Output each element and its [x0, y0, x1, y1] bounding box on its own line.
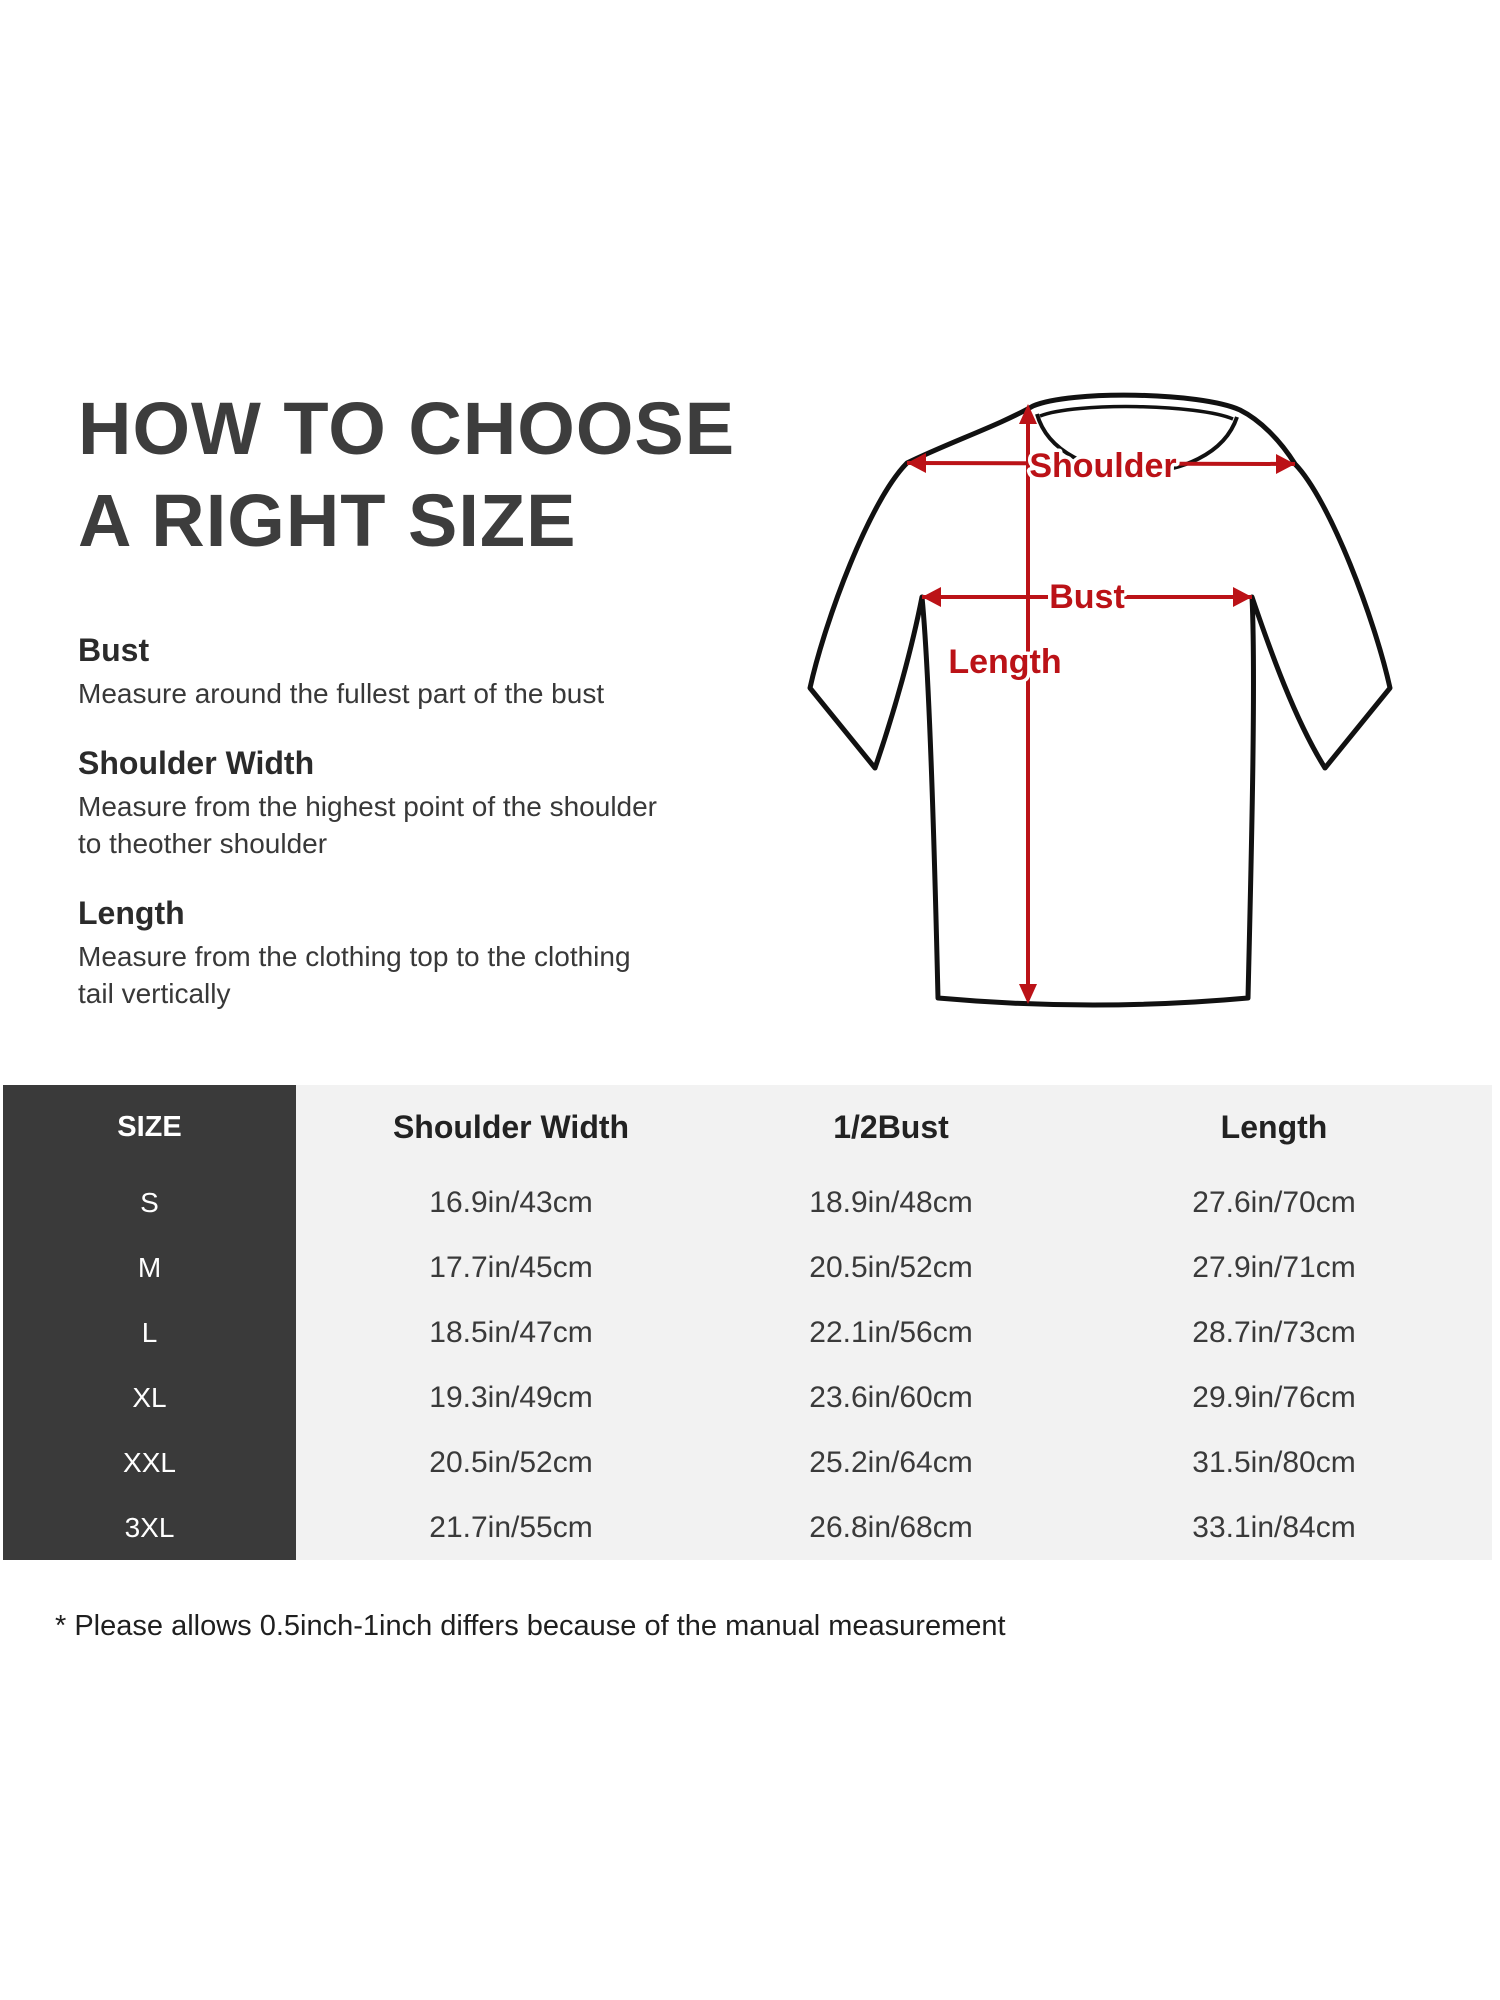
page-title: HOW TO CHOOSE A RIGHT SIZE	[78, 383, 735, 567]
length-value-l: 28.7in/73cm	[1192, 1315, 1356, 1349]
half-bust-value-m: 20.5in/52cm	[809, 1250, 973, 1284]
bust-measure-label: Bust	[1049, 578, 1125, 616]
guide-section-shoulder-width: Shoulder Width Measure from the highest …	[78, 743, 663, 862]
length-column-header: Length	[1220, 1109, 1328, 1145]
size-label-xxl: XXL	[3, 1430, 296, 1495]
size-label-3xl: 3XL	[3, 1495, 296, 1560]
shoulder-measure-line	[906, 461, 1296, 466]
bust-arrow-left-icon	[922, 587, 941, 607]
measuring-guide: Bust Measure around the fullest part of …	[78, 630, 663, 1043]
bust-description: Measure around the fullest part of the b…	[78, 678, 605, 709]
half-bust-value-l: 22.1in/56cm	[809, 1315, 973, 1349]
shoulder-width-value-m: 17.7in/45cm	[429, 1250, 593, 1284]
length-value-s: 27.6in/70cm	[1192, 1185, 1356, 1219]
length-heading: Length	[78, 895, 185, 931]
half-bust-column-header: 1/2Bust	[833, 1109, 949, 1145]
shoulder-width-heading: Shoulder Width	[78, 745, 315, 781]
shoulder-measure-label: Shoulder	[1029, 447, 1176, 485]
half-bust-value-3xl: 26.8in/68cm	[809, 1510, 973, 1544]
length-arrow-down-icon	[1019, 984, 1037, 1004]
length-value-m: 27.9in/71cm	[1192, 1250, 1356, 1284]
bust-arrow-right-icon	[1233, 587, 1252, 607]
length-arrow-up-icon	[1019, 404, 1037, 424]
size-label-l: L	[3, 1300, 296, 1365]
length-value-3xl: 33.1in/84cm	[1192, 1510, 1356, 1544]
shoulder-width-value-s: 16.9in/43cm	[429, 1185, 593, 1219]
length-measure-label: Length	[948, 643, 1061, 681]
half-bust-value-s: 18.9in/48cm	[809, 1185, 973, 1219]
shoulder-width-description: Measure from the highest point of the sh…	[78, 791, 658, 859]
length-description: Measure from the clothing top to the clo…	[78, 941, 631, 1009]
shoulder-arrow-left-icon	[907, 453, 926, 473]
guide-section-length: Length Measure from the clothing top to …	[78, 893, 663, 1012]
bust-heading: Bust	[78, 632, 150, 668]
measurement-disclaimer: * Please allows 0.5inch-1inch differs be…	[55, 1610, 1006, 1642]
size-column-header: SIZE	[3, 1085, 296, 1170]
shoulder-arrow-right-icon	[1276, 454, 1295, 474]
half-bust-value-xxl: 25.2in/64cm	[809, 1445, 973, 1479]
half-bust-value-xl: 23.6in/60cm	[809, 1380, 973, 1414]
tshirt-outline	[807, 392, 1393, 1008]
length-value-xxl: 31.5in/80cm	[1192, 1445, 1356, 1479]
tshirt-measurement-diagram: Shoulder Bust Length	[807, 392, 1393, 1008]
shoulder-width-value-xxl: 20.5in/52cm	[429, 1445, 593, 1479]
shoulder-width-value-l: 18.5in/47cm	[429, 1315, 593, 1349]
guide-section-bust: Bust Measure around the fullest part of …	[78, 630, 663, 712]
size-label-xl: XL	[3, 1365, 296, 1430]
size-label-s: S	[3, 1170, 296, 1235]
shoulder-width-column-header: Shoulder Width	[392, 1109, 630, 1145]
page-title-line1: HOW TO CHOOSE	[78, 387, 736, 470]
collar-band-line	[1039, 404, 1234, 421]
shoulder-width-value-3xl: 21.7in/55cm	[429, 1510, 593, 1544]
collar-neckline	[1035, 413, 1239, 475]
size-table: SIZE Shoulder Width 1/2Bust Length S 16.…	[3, 1085, 1492, 1560]
shoulder-width-value-xl: 19.3in/49cm	[429, 1380, 593, 1414]
page-title-line2: A RIGHT SIZE	[78, 479, 577, 562]
size-label-m: M	[3, 1235, 296, 1300]
length-value-xl: 29.9in/76cm	[1192, 1380, 1356, 1414]
